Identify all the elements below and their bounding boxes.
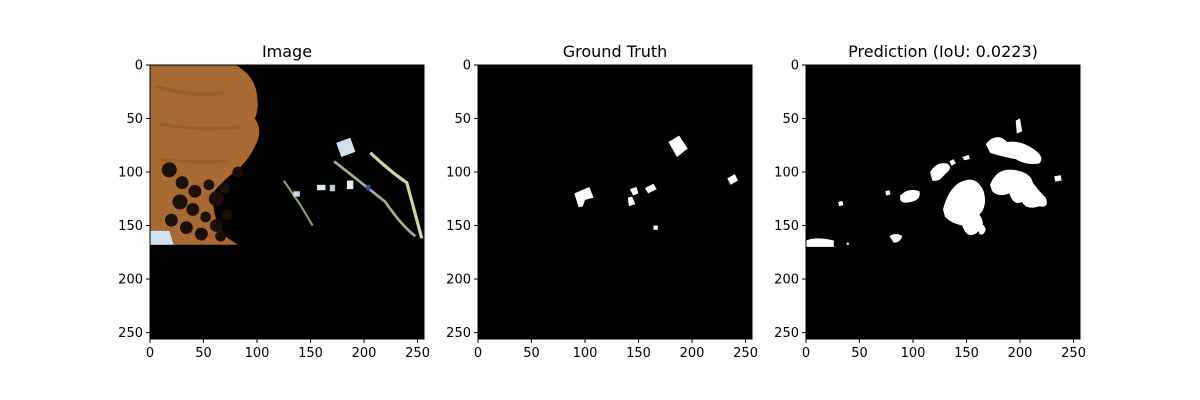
mask-blob — [900, 189, 920, 203]
x-tick-label: 150 — [626, 346, 651, 361]
y-tick-label: 0 — [135, 59, 143, 74]
roof — [316, 184, 326, 191]
panel-frame — [805, 64, 1081, 340]
mask-building — [727, 174, 739, 185]
x-tick-label: 0 — [802, 346, 810, 361]
mask-blob — [949, 159, 956, 166]
panel-title: Ground Truth — [563, 42, 668, 61]
prediction-masks — [806, 118, 1062, 247]
roof — [329, 184, 336, 192]
y-tick-label: 100 — [774, 166, 799, 181]
mask-building — [574, 186, 594, 208]
panel-frame — [149, 64, 425, 340]
panel-title: Image — [262, 42, 312, 61]
panel-prediction: Prediction (IoU: 0.0223) — [774, 42, 1086, 361]
y-tick-label: 50 — [126, 112, 143, 127]
x-tick-label: 0 — [146, 346, 154, 361]
x-tick-label: 150 — [298, 346, 323, 361]
y-tick-label: 100 — [446, 166, 471, 181]
panel-image: Image — [118, 42, 430, 361]
road-branch — [333, 160, 417, 238]
mask-blob — [930, 163, 950, 181]
panel-frame — [477, 64, 753, 340]
mask-background — [478, 65, 752, 339]
y-tick-label: 200 — [774, 273, 799, 288]
mask-content — [478, 65, 752, 339]
y-tick-label: 200 — [446, 273, 471, 288]
mask-blob — [962, 154, 970, 161]
mask-building — [653, 225, 658, 230]
x-tick-label: 250 — [1061, 346, 1086, 361]
mask-blob — [838, 200, 844, 207]
mask-blob — [977, 224, 986, 235]
x-tick-label: 100 — [245, 346, 270, 361]
y-tick-label: 250 — [118, 326, 143, 341]
mask-blob — [1054, 175, 1062, 182]
mask-blob — [990, 169, 1047, 208]
image-content — [150, 65, 424, 339]
x-tick-label: 250 — [405, 346, 430, 361]
mask-blob — [885, 190, 891, 196]
mask-blob — [846, 242, 849, 245]
mask-blob — [985, 137, 1042, 164]
mask-content — [806, 65, 1080, 339]
roof — [293, 191, 300, 197]
mask-building — [629, 186, 639, 196]
mask-building — [627, 196, 636, 207]
x-tick-label: 100 — [901, 346, 926, 361]
y-tick-label: 150 — [446, 219, 471, 234]
x-tick-label: 200 — [1008, 346, 1033, 361]
y-tick-label: 50 — [454, 112, 471, 127]
x-tick-label: 50 — [195, 346, 212, 361]
x-tick-label: 200 — [680, 346, 705, 361]
y-tick-label: 0 — [791, 59, 799, 74]
tree-shadows — [161, 162, 244, 242]
mask-blob — [806, 238, 834, 247]
y-tick-label: 50 — [782, 112, 799, 127]
mask-blob — [1015, 118, 1023, 134]
x-tick-label: 200 — [352, 346, 377, 361]
panel-title: Prediction (IoU: 0.0223) — [848, 42, 1038, 61]
x-tick-label: 150 — [954, 346, 979, 361]
x-tick-label: 0 — [474, 346, 482, 361]
roof-blue — [366, 184, 371, 191]
y-tick-label: 100 — [118, 166, 143, 181]
mask-blob — [889, 234, 903, 243]
mask-building — [668, 135, 688, 158]
y-tick-label: 250 — [446, 326, 471, 341]
roof — [346, 180, 354, 190]
y-tick-label: 0 — [463, 59, 471, 74]
y-tick-label: 250 — [774, 326, 799, 341]
roof-corner — [150, 230, 174, 245]
y-tick-label: 200 — [118, 273, 143, 288]
y-tick-label: 150 — [118, 219, 143, 234]
x-tick-label: 250 — [733, 346, 758, 361]
mask-blob — [942, 179, 986, 236]
mask-building — [644, 183, 657, 194]
x-tick-label: 50 — [523, 346, 540, 361]
x-tick-label: 100 — [573, 346, 598, 361]
x-tick-label: 50 — [851, 346, 868, 361]
road — [369, 151, 424, 239]
roof — [336, 137, 356, 157]
panel-ground-truth: Ground Truth 0 50 100 150 200 250050100150200… — [446, 42, 758, 361]
ground-truth-masks — [574, 135, 739, 230]
y-tick-label: 150 — [774, 219, 799, 234]
road-left — [282, 179, 314, 227]
field-texture — [154, 84, 242, 164]
